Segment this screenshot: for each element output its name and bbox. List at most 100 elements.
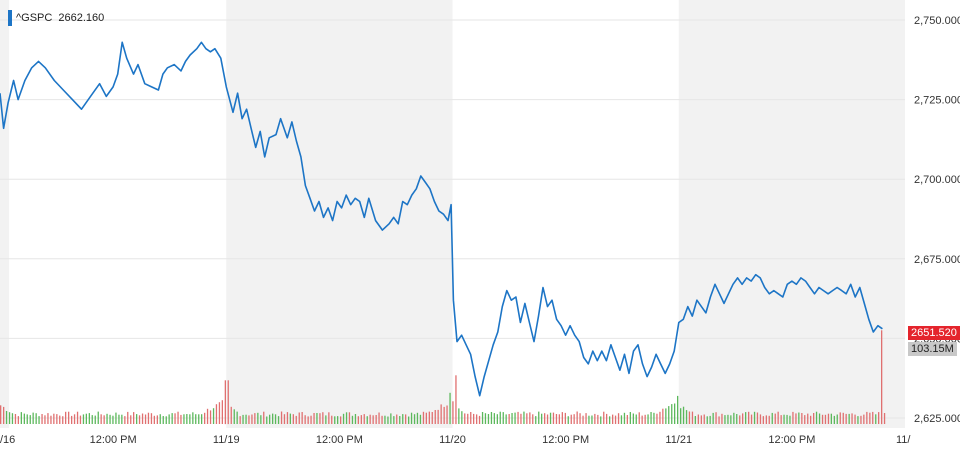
volume-bar (490, 412, 493, 424)
volume-bar (159, 414, 161, 424)
volume-bar (212, 408, 215, 424)
volume-bar (827, 413, 830, 424)
volume-bar (700, 415, 702, 424)
volume-bar (774, 413, 776, 424)
volume-bar (570, 414, 572, 424)
y-axis-ticks: 2,750.0002,725.0002,700.0002,675.0002,65… (914, 15, 960, 425)
volume-bar (416, 412, 419, 424)
volume-bar (564, 412, 566, 424)
volume-bars (0, 330, 886, 425)
volume-bar (535, 416, 537, 424)
volume-bar (617, 413, 620, 424)
volume-bar (440, 404, 442, 424)
volume-bar (665, 408, 667, 424)
volume-bar (56, 414, 58, 424)
volume-bar (206, 408, 209, 424)
volume-bar (721, 413, 723, 424)
volume-bar (405, 414, 407, 424)
volume-bar (511, 413, 513, 424)
volume-bar (638, 412, 640, 424)
current-volume-flag: 103.15M (908, 342, 957, 356)
volume-bar (183, 414, 185, 424)
volume-bar (118, 414, 120, 424)
volume-bar (239, 416, 241, 424)
volume-bar (138, 415, 141, 424)
volume-bar (266, 416, 268, 424)
volume-bar (753, 411, 756, 424)
volume-bar (130, 415, 132, 424)
volume-bar (121, 414, 123, 424)
x-tick-label-3: 12:00 PM (316, 434, 363, 446)
volume-bar (759, 414, 762, 424)
volume-bar (410, 412, 413, 424)
volume-bar (233, 409, 235, 424)
volume-bar (242, 414, 244, 424)
volume-bar (499, 411, 501, 424)
volume-bar (147, 412, 150, 424)
volume-bar (363, 414, 365, 424)
legend[interactable]: ^GSPC 2662.160 (8, 10, 104, 26)
volume-bar (733, 412, 735, 424)
volume-bar (668, 406, 670, 424)
volume-bar (295, 415, 297, 424)
volume-bar (641, 415, 643, 424)
volume-bar (443, 406, 445, 424)
volume-bar (538, 411, 540, 424)
volume-bar (115, 412, 117, 424)
volume-bar (783, 414, 785, 424)
volume-bar (620, 415, 623, 424)
volume-bar (455, 375, 457, 425)
volume-bar (378, 412, 380, 424)
volume-bar (851, 413, 853, 424)
volume-bar (0, 405, 2, 424)
volume-bar (635, 414, 637, 424)
volume-bar (103, 415, 105, 424)
volume-bar (736, 414, 738, 424)
x-tick-label-6: 11/21 (665, 434, 692, 446)
volume-bar (156, 415, 158, 424)
volume-bar (3, 406, 5, 424)
volume-bar (71, 415, 73, 424)
volume-bar (597, 414, 599, 424)
volume-bar (390, 413, 392, 424)
volume-bar (703, 414, 705, 424)
volume-bar (319, 413, 321, 424)
volume-bar (322, 412, 324, 424)
volume-bar (579, 413, 581, 424)
volume-bar (691, 411, 694, 424)
x-axis-ticks: /16 12:00 PM 11/19 12:00 PM 11/20 12:00 PM 11/… (0, 434, 911, 446)
volume-bar (786, 414, 788, 424)
volume-bar (591, 415, 593, 424)
volume-bar (44, 415, 46, 424)
y-tick-label-0: 2,750.000 (914, 15, 960, 27)
volume-bar (35, 413, 37, 424)
volume-bar (369, 414, 371, 424)
volume-bar (502, 412, 504, 424)
volume-bar (544, 413, 546, 424)
volume-bar (582, 415, 584, 424)
volume-bar (748, 411, 750, 424)
volume-bar (872, 411, 874, 424)
volume-bar (682, 406, 685, 424)
volume-bar (526, 413, 528, 424)
volume-bar (520, 413, 522, 424)
volume-bar (481, 412, 484, 424)
volume-bar (727, 414, 729, 424)
volume-bar (11, 413, 14, 424)
volume-bar (606, 413, 608, 424)
volume-bar (351, 415, 354, 424)
x-tick-label-8: 11/ (896, 434, 911, 446)
volume-bar (357, 416, 359, 424)
volume-bar (209, 410, 212, 424)
volume-bar (656, 413, 658, 424)
volume-bar (478, 415, 481, 424)
session-shading (0, 0, 905, 428)
volume-bar (177, 411, 179, 424)
volume-bar (337, 416, 339, 424)
volume-bar (529, 412, 531, 424)
volume-bar (715, 412, 717, 424)
volume-bar (446, 405, 448, 424)
volume-bar (555, 414, 558, 424)
volume-bar (792, 411, 794, 424)
volume-bar (171, 413, 173, 424)
